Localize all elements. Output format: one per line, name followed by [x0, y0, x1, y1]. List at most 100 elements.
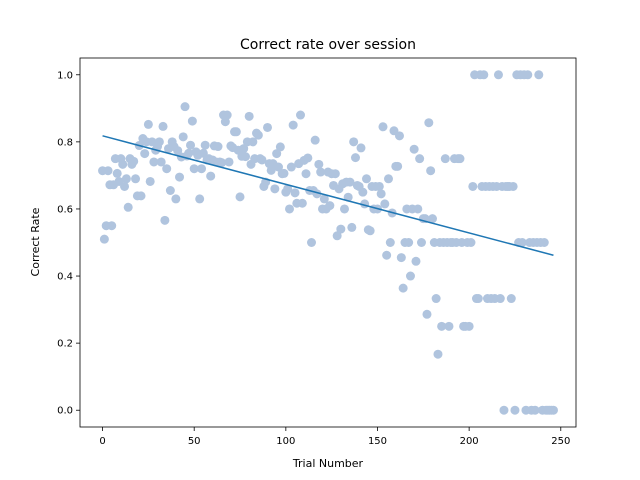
data-point-195 [455, 154, 465, 164]
data-point-59 [206, 171, 216, 181]
x-tick-label: 150 [368, 436, 387, 447]
trend-line [102, 135, 554, 256]
data-point-229 [517, 238, 527, 247]
data-point-77 [239, 144, 249, 154]
data-point-241 [539, 238, 549, 247]
data-point-223 [506, 294, 516, 304]
data-point-56 [200, 140, 210, 150]
data-point-134 [343, 192, 353, 202]
data-point-157 [385, 238, 395, 247]
plot-frame [79, 57, 577, 428]
data-point-28 [149, 157, 159, 167]
data-point-33 [158, 121, 168, 131]
chart-title: Correct rate over session [240, 37, 416, 53]
data-point-23 [140, 149, 150, 159]
data-point-48 [186, 140, 196, 150]
data-point-37 [165, 186, 175, 196]
data-point-132 [339, 204, 349, 214]
data-point-172 [413, 204, 423, 214]
y-axis-label: Correct Rate [29, 207, 42, 276]
data-point-201 [466, 238, 476, 247]
data-point-156 [383, 174, 393, 184]
data-point-11 [118, 159, 128, 169]
y-tick-label: 0.6 [57, 204, 73, 215]
data-point-144 [361, 174, 371, 184]
y-tick-label: 0.4 [57, 272, 73, 283]
data-point-53 [195, 194, 205, 204]
data-point-34 [160, 215, 170, 225]
data-point-90 [263, 122, 273, 132]
data-point-137 [349, 137, 359, 147]
data-point-154 [380, 199, 390, 209]
data-point-32 [156, 157, 166, 167]
data-point-180 [427, 214, 437, 224]
data-point-18 [131, 174, 141, 184]
data-point-87 [257, 155, 267, 165]
data-point-12 [120, 181, 130, 191]
data-point-13 [121, 174, 131, 184]
data-point-136 [347, 222, 357, 232]
data-point-127 [330, 169, 340, 179]
data-point-163 [396, 253, 406, 263]
data-point-95 [272, 149, 282, 159]
data-point-3 [103, 166, 113, 176]
data-point-1 [99, 234, 109, 244]
data-point-65 [217, 158, 227, 168]
data-point-164 [398, 283, 408, 293]
x-axis-ticks: 0 50 100 150 200 250 [99, 427, 570, 447]
data-point-55 [198, 148, 208, 158]
data-point-105 [290, 188, 300, 198]
data-point-153 [378, 122, 388, 132]
data-point-178 [424, 118, 434, 128]
data-point-202 [468, 181, 478, 191]
data-point-54 [197, 164, 207, 174]
data-point-177 [422, 309, 432, 319]
data-point-75 [235, 192, 245, 202]
data-point-111 [301, 169, 311, 179]
data-point-112 [303, 153, 313, 163]
data-point-141 [356, 143, 366, 153]
data-point-162 [394, 131, 404, 141]
y-tick-label: 1.0 [57, 70, 73, 81]
x-tick-label: 100 [276, 436, 295, 447]
data-point-128 [332, 231, 342, 241]
data-point-78 [241, 152, 251, 162]
data-point-179 [426, 166, 436, 176]
data-point-116 [310, 135, 320, 145]
data-point-151 [374, 181, 384, 191]
data-point-42 [175, 172, 185, 182]
data-point-119 [316, 167, 326, 177]
data-point-216 [493, 70, 503, 80]
points-layer [98, 70, 558, 415]
data-point-238 [534, 70, 544, 80]
trend-layer [102, 135, 554, 256]
data-point-167 [404, 238, 414, 247]
x-axis-label: Trial Number [292, 457, 364, 470]
data-point-174 [416, 238, 426, 247]
data-point-97 [275, 142, 285, 152]
data-point-45 [180, 102, 190, 112]
x-tick-label: 50 [188, 436, 201, 447]
data-point-161 [393, 161, 403, 171]
data-point-224 [508, 181, 518, 191]
data-point-138 [350, 153, 360, 163]
data-point-25 [143, 119, 153, 129]
data-point-82 [248, 137, 258, 147]
y-tick-label: 0.0 [57, 406, 73, 417]
data-point-183 [433, 349, 443, 359]
data-point-185 [437, 321, 447, 331]
y-axis-ticks: 0.0 0.2 0.4 0.6 0.8 1.0 [57, 70, 80, 417]
data-point-246 [548, 405, 558, 415]
data-point-50 [189, 164, 199, 174]
data-point-146 [365, 226, 375, 236]
data-point-31 [154, 137, 164, 147]
data-point-103 [286, 162, 296, 172]
data-point-118 [314, 159, 324, 169]
data-point-96 [274, 162, 284, 172]
data-point-168 [405, 271, 415, 281]
data-point-135 [345, 177, 355, 187]
data-point-85 [253, 130, 263, 140]
data-point-94 [270, 184, 280, 194]
x-tick-label: 200 [460, 436, 479, 447]
data-point-101 [283, 184, 293, 194]
